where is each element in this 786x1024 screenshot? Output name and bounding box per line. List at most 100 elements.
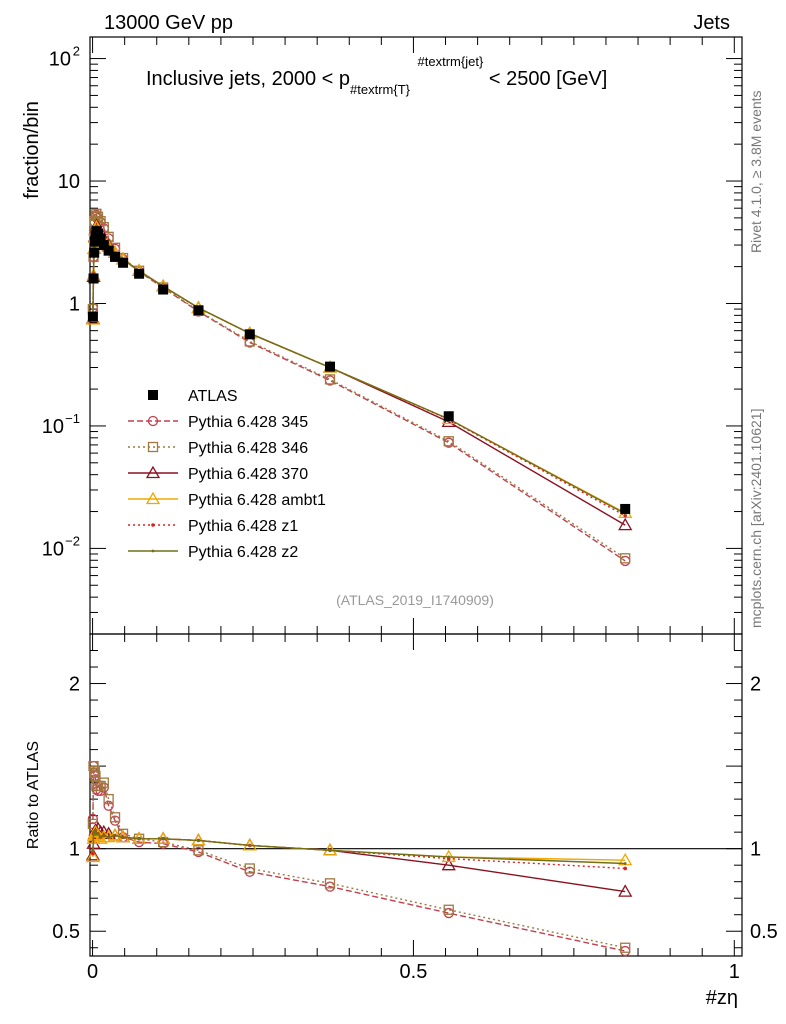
data-point bbox=[89, 247, 100, 258]
data-point bbox=[95, 233, 106, 244]
main-y-tick-label: 1 bbox=[69, 293, 80, 315]
ratio-point bbox=[85, 849, 101, 863]
ratio-point bbox=[91, 848, 95, 852]
ratio-y-tick-label-right: 2 bbox=[750, 674, 761, 696]
main-title: Inclusive jets, 2000 < p#textrm{T} #text… bbox=[146, 51, 607, 97]
mc-point bbox=[443, 436, 454, 447]
title-part-1: Inclusive jets, 2000 < p bbox=[146, 68, 350, 90]
legend: ATLAS Pythia 6.428 345 Pythia 6.428 346 Pyt… bbox=[128, 388, 326, 561]
main-y-tick-label: 10 bbox=[49, 49, 71, 71]
data-point bbox=[620, 503, 631, 514]
legend-marker bbox=[151, 523, 155, 527]
data-point bbox=[103, 245, 114, 256]
ratio-point bbox=[443, 904, 454, 915]
ratio-y-tick-label-right: 1 bbox=[750, 839, 761, 861]
legend-marker bbox=[147, 415, 159, 427]
analysis-watermark: (ATLAS_2019_I1740909) bbox=[336, 592, 494, 608]
ratio-point bbox=[113, 834, 117, 837]
title-subscript: #textrm{T} bbox=[350, 82, 411, 97]
ratio-point bbox=[99, 835, 102, 839]
legend-label: Pythia 6.428 ambt1 bbox=[188, 492, 326, 509]
ratio-point bbox=[103, 800, 114, 811]
legend-item-pythia-6-428-345: Pythia 6.428 345 bbox=[128, 414, 308, 431]
legend-label: Pythia 6.428 z1 bbox=[188, 518, 298, 535]
main-y-tick-exponent: 2 bbox=[73, 44, 80, 59]
header-right: Jets bbox=[693, 12, 730, 34]
legend-marker bbox=[148, 390, 158, 400]
legend-item-atlas: ATLAS bbox=[148, 388, 238, 405]
data-point bbox=[88, 273, 99, 284]
main-y-axis-title: fraction/bin bbox=[21, 101, 43, 199]
ratio-panel-frame bbox=[89, 633, 743, 957]
ratio-point bbox=[324, 878, 336, 889]
series-atlas bbox=[87, 226, 631, 514]
main-y-tick-exponent: −2 bbox=[65, 533, 80, 548]
rivet-label: Rivet 4.1.0, ≥ 3.8M events bbox=[748, 90, 764, 253]
mc-point bbox=[620, 553, 631, 564]
data-point bbox=[89, 236, 100, 247]
ratio-point bbox=[137, 837, 141, 841]
data-point bbox=[193, 305, 204, 316]
ratio-point bbox=[90, 770, 101, 782]
ratio-point bbox=[620, 942, 631, 953]
x-tick-label: 0.5 bbox=[400, 961, 428, 983]
legend-item-pythia-6-428-346: Pythia 6.428 346 bbox=[128, 440, 308, 457]
header-left: 13000 GeV pp bbox=[104, 12, 233, 34]
legend-item-pythia-6-428-z2: Pythia 6.428 z2 bbox=[128, 544, 298, 561]
ratio-series-pythia-6-428-z2 bbox=[91, 829, 627, 865]
main-y-ticks bbox=[90, 37, 742, 635]
ratio-point bbox=[121, 835, 125, 839]
mc-point bbox=[623, 513, 628, 518]
ratio-line bbox=[92, 766, 626, 952]
legend-label: Pythia 6.428 345 bbox=[188, 414, 308, 431]
data-point bbox=[98, 240, 109, 251]
legend-label: ATLAS bbox=[188, 388, 238, 405]
ratio-ticks: 2 2 1 1 0.5 0.5 0 0.5 1 bbox=[52, 634, 778, 983]
ratio-point bbox=[96, 832, 100, 836]
mcplots-label: mcplots.cern.ch [arXiv:2401.10621] bbox=[748, 409, 764, 628]
legend-label: Pythia 6.428 z2 bbox=[188, 544, 298, 561]
ratio-point bbox=[102, 834, 106, 837]
ratio-y-tick-label-left: 2 bbox=[69, 674, 80, 696]
legend-label: Pythia 6.428 370 bbox=[188, 466, 308, 483]
data-point bbox=[244, 329, 255, 340]
x-tick-label: 0 bbox=[87, 961, 98, 983]
ratio-point bbox=[93, 831, 108, 844]
ratio-point bbox=[156, 831, 171, 844]
legend-item-pythia-6-428-ambt1: Pythia 6.428 ambt1 bbox=[128, 491, 326, 509]
legend-marker bbox=[145, 465, 161, 479]
legend-marker bbox=[145, 491, 161, 505]
data-point bbox=[443, 411, 454, 422]
ratio-series-group bbox=[85, 760, 633, 957]
ratio-point bbox=[623, 866, 628, 871]
ratio-y-tick-label-left: 1 bbox=[69, 839, 80, 861]
data-point bbox=[118, 257, 129, 268]
main-y-tick-label: 10 bbox=[58, 171, 80, 193]
ratio-point bbox=[197, 839, 200, 842]
mc-point bbox=[324, 374, 336, 385]
x-tick-label: 1 bbox=[729, 961, 740, 983]
ratio-point bbox=[91, 851, 95, 856]
ratio-point bbox=[107, 828, 123, 841]
main-y-tick-exponent: −1 bbox=[65, 411, 80, 426]
ratio-point bbox=[95, 780, 106, 792]
ratio-point bbox=[107, 835, 111, 839]
ratio-point bbox=[441, 857, 456, 871]
legend-marker bbox=[151, 549, 155, 553]
x-axis-title: #zη bbox=[706, 987, 738, 1009]
data-point bbox=[134, 268, 145, 279]
data-point bbox=[87, 311, 98, 322]
ratio-point bbox=[328, 848, 332, 852]
ratio-point bbox=[244, 863, 255, 874]
ratio-point bbox=[94, 829, 97, 832]
ratio-point bbox=[248, 843, 252, 847]
legend-marker bbox=[147, 441, 159, 453]
data-point bbox=[325, 361, 336, 372]
ratio-point bbox=[85, 847, 101, 861]
ratio-point bbox=[618, 884, 633, 897]
ratio-y-tick-label-left: 0.5 bbox=[52, 921, 80, 943]
ratio-point bbox=[447, 855, 451, 859]
main-y-tick-label: 10 bbox=[42, 538, 64, 560]
